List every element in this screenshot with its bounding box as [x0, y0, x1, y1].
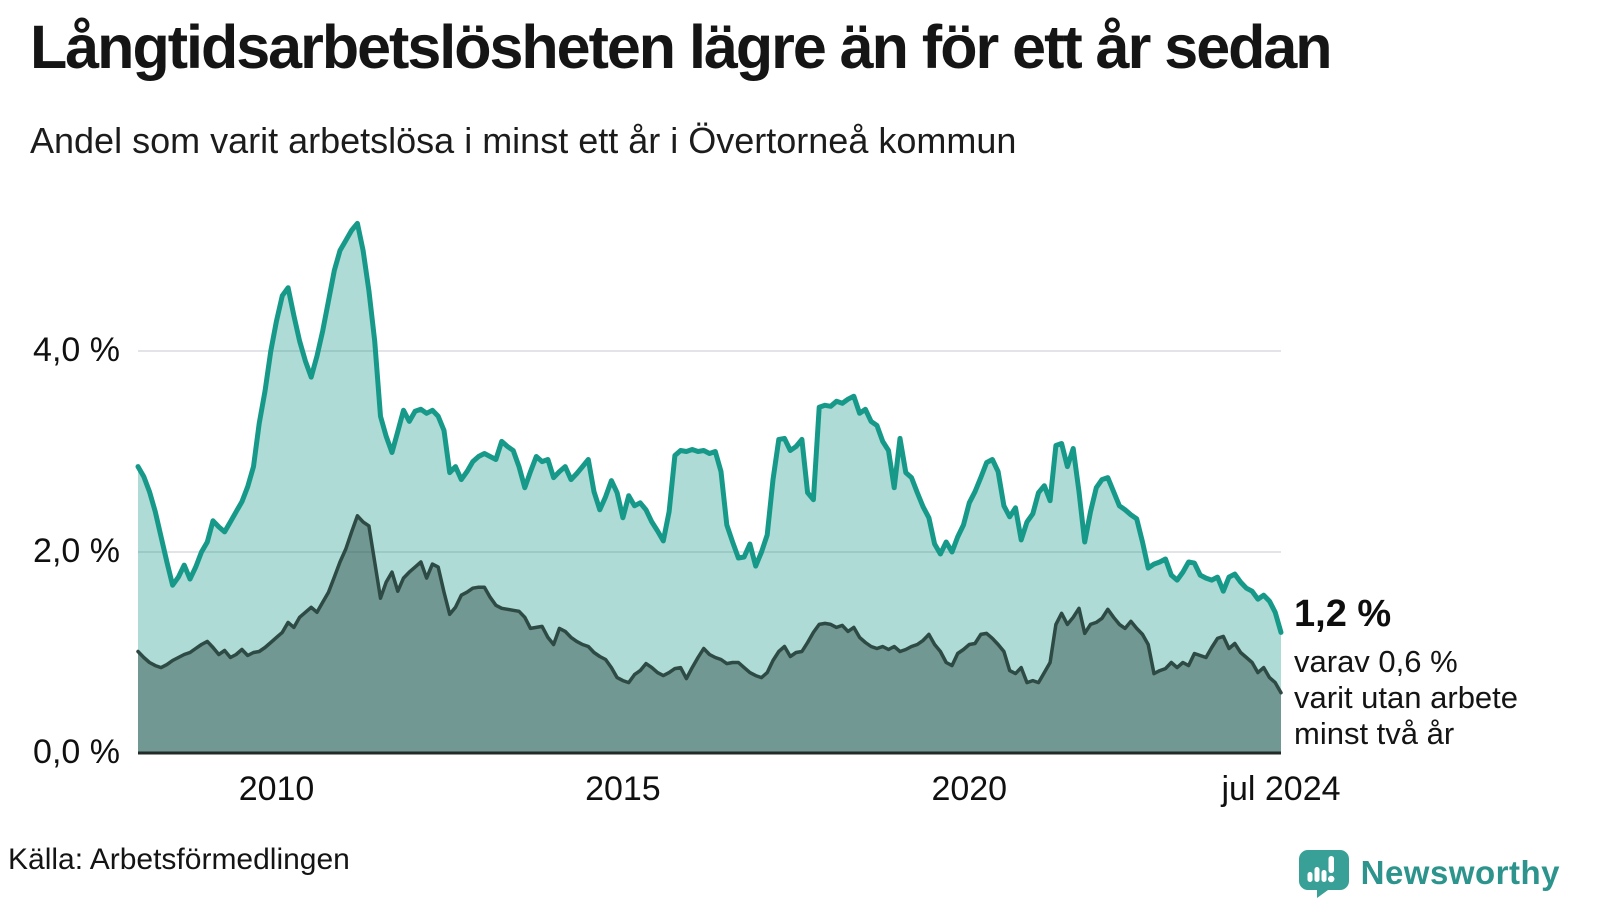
- source-note: Källa: Arbetsförmedlingen: [8, 843, 350, 876]
- newsworthy-logo-text: Newsworthy: [1360, 854, 1560, 891]
- annotation-line-3: minst två år: [1294, 716, 1455, 751]
- x-tick-label: 2020: [931, 770, 1008, 808]
- endpoint-value-label: 1,2 %: [1294, 593, 1392, 635]
- newsworthy-logo-icon: [1298, 850, 1349, 898]
- y-axis-labels: 4,0 % 2,0 % 0,0 %: [0, 0, 120, 900]
- series-line-1: [136, 514, 1283, 695]
- page-title: Långtidsarbetslösheten lägre än för ett …: [30, 13, 1333, 81]
- y-tick-label: 4,0 %: [33, 331, 120, 369]
- x-tick-label: 2010: [238, 770, 315, 808]
- y-tick-label: 0,0 %: [33, 733, 120, 771]
- newsworthy-branding: Newsworthy: [1297, 848, 1560, 898]
- page-subtitle: Andel som varit arbetslösa i minst ett å…: [30, 120, 1017, 161]
- y-tick-label: 2,0 %: [33, 532, 120, 570]
- series-area-0: [138, 223, 1281, 753]
- endpoint-annotation: 1,2 % varav 0,6 % varit utan arbete mins…: [1294, 593, 1594, 752]
- x-axis-labels: 2010 2015 2020 jul 2024: [0, 770, 1600, 814]
- annotation-line-1: varav 0,6 %: [1294, 644, 1458, 679]
- x-tick-label: 2015: [585, 770, 661, 808]
- series-line-0: [135, 220, 1284, 635]
- annotation-line-2: varit utan arbete: [1294, 680, 1519, 715]
- x-tick-label: jul 2024: [1221, 770, 1341, 808]
